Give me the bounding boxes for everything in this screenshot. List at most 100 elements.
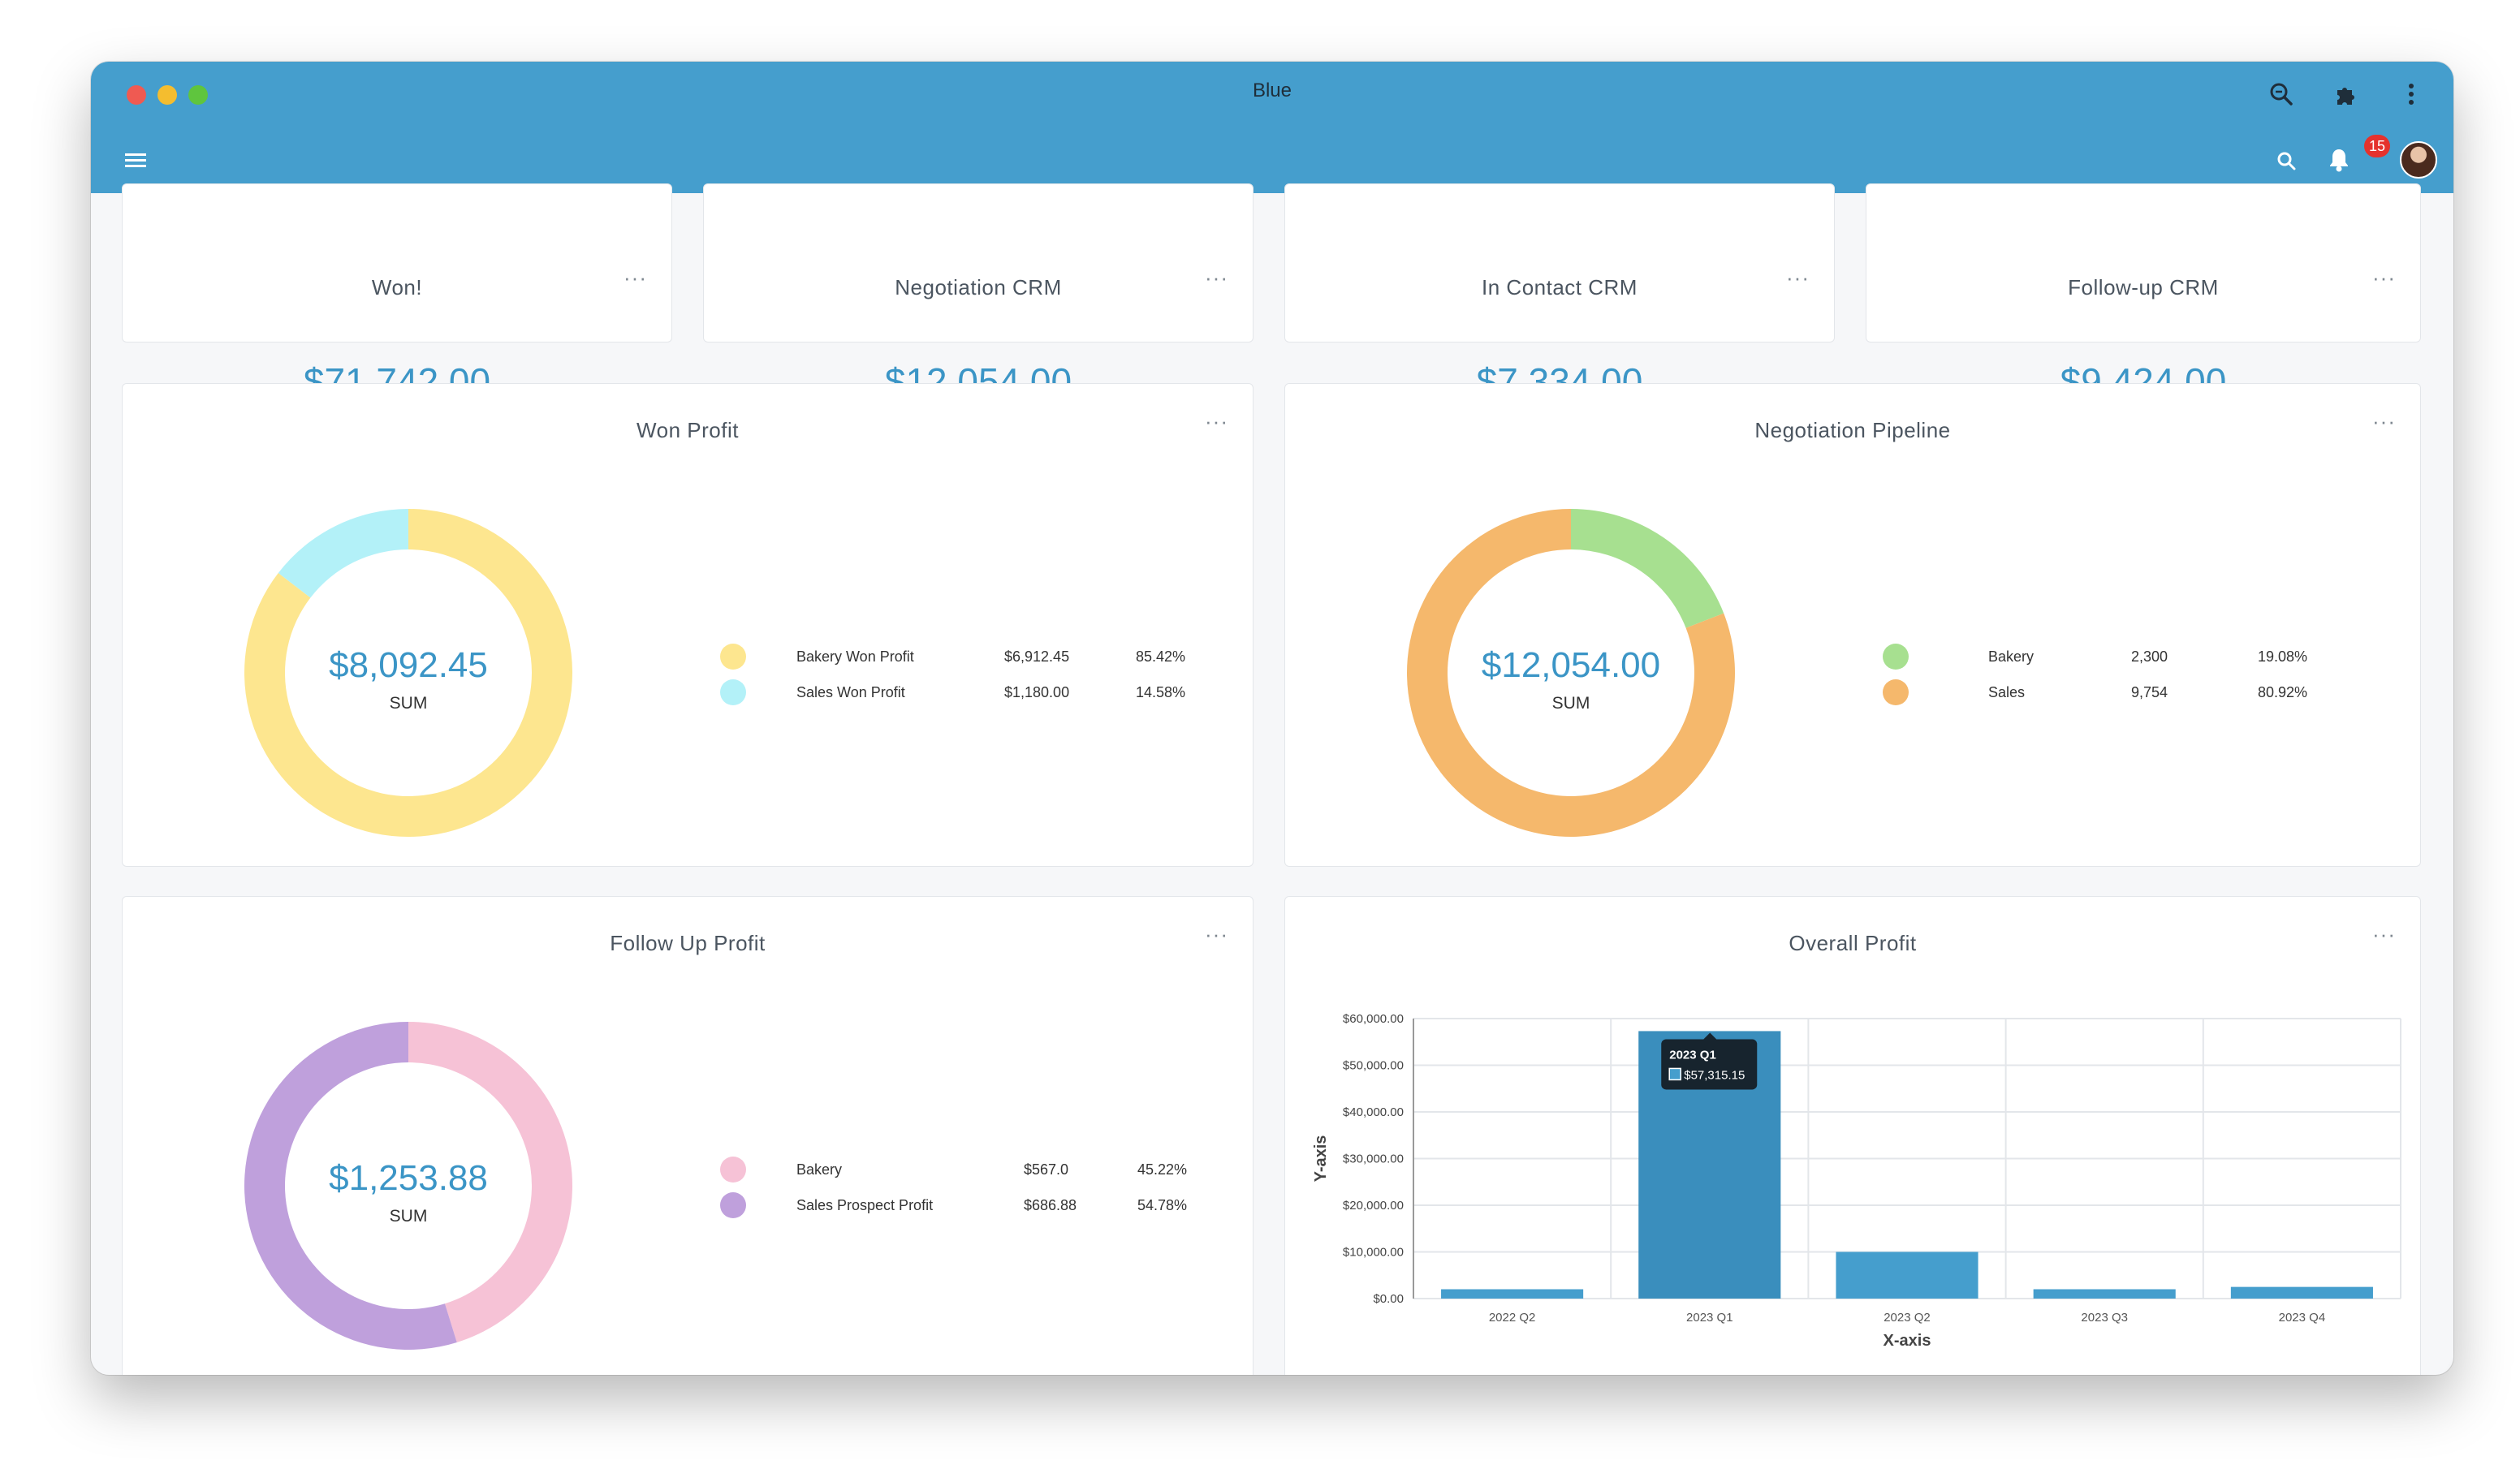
notifications-bell-icon[interactable]	[2325, 146, 2353, 174]
donut-segment[interactable]	[278, 509, 408, 598]
card-menu-icon[interactable]: ···	[2372, 922, 2396, 946]
legend-swatch	[1883, 679, 1909, 705]
legend-row: Sales 9,754 80.92%	[1883, 679, 2370, 709]
card-menu-icon[interactable]: ···	[2372, 409, 2396, 433]
tooltip-box	[1661, 1039, 1758, 1090]
stat-card-title: Won!	[371, 275, 423, 299]
extensions-icon[interactable]	[2330, 78, 2362, 110]
y-tick-label: $0.00	[1373, 1292, 1404, 1306]
card-menu-icon[interactable]: ···	[624, 265, 647, 290]
donut-segment[interactable]	[1571, 509, 1724, 628]
follow-up-profit-donut	[244, 1022, 572, 1350]
legend-value: $6,912.45	[1004, 648, 1070, 665]
stat-card-won: Won! ··· $71,742.00	[122, 183, 672, 403]
donut-center-value: $12,054.00	[1481, 645, 1661, 685]
legend-swatch	[720, 679, 746, 705]
app-bar	[91, 127, 2453, 193]
legend-row: Bakery Won Profit $6,912.45 85.42%	[720, 644, 1207, 673]
negotiation-pipeline-donut	[1407, 509, 1735, 837]
legend-label: Sales Won Profit	[796, 684, 905, 700]
card-menu-icon[interactable]: ···	[1205, 922, 1228, 946]
donut-center: $1,253.88 SUM	[287, 1158, 530, 1226]
stat-card-in-contact: In Contact CRM ··· $7,334.00	[1284, 183, 1835, 403]
zoom-icon[interactable]	[2265, 78, 2298, 110]
card-menu-icon[interactable]: ···	[1786, 265, 1810, 290]
legend-percent: 54.78%	[1137, 1197, 1188, 1213]
follow-up-profit-card: Follow Up Profit ··· $1,253.88 SUM Baker…	[122, 896, 1254, 1375]
y-tick-label: $40,000.00	[1343, 1105, 1404, 1119]
x-tick-label: 2022 Q2	[1489, 1311, 1536, 1325]
notification-count-badge: 15	[2364, 135, 2390, 157]
stat-card-follow-up: Follow-up CRM ··· $9,424.00	[1866, 183, 2421, 403]
donut-segment[interactable]	[408, 1022, 572, 1342]
legend-label: Sales	[1988, 684, 2026, 700]
tooltip-arrow	[1703, 1032, 1717, 1040]
legend-value: $686.88	[1024, 1197, 1077, 1213]
overall-profit-card: Overall Profit ··· $0.00 $10,000.00 $20,00…	[1284, 896, 2421, 1375]
donut-center-label: SUM	[389, 1207, 428, 1226]
card-menu-icon[interactable]: ···	[2372, 265, 2396, 290]
legend-label: Bakery	[1988, 648, 2035, 665]
legend-value: 9,754	[2131, 684, 2168, 700]
y-tick-label: $60,000.00	[1343, 1012, 1404, 1026]
hamburger-menu-icon[interactable]	[123, 148, 148, 172]
donut-center-label: SUM	[389, 694, 428, 713]
won-profit-card: Won Profit ··· $8,092.45 SUM Bakery Won …	[122, 383, 1254, 867]
close-window-button[interactable]	[127, 85, 146, 105]
donut-segment[interactable]	[244, 1022, 457, 1350]
x-tick-label: 2023 Q2	[1884, 1311, 1931, 1325]
legend-percent: 19.08%	[2258, 648, 2308, 665]
card-title: Follow Up Profit	[610, 931, 766, 955]
legend-value: 2,300	[2131, 648, 2168, 665]
overall-profit-bar-chart: $0.00 $10,000.00 $20,000.00 $30,000.00 $40,0…	[1312, 1012, 2401, 1350]
zoom-window-button[interactable]	[188, 85, 208, 105]
stat-card-negotiation: Negotiation CRM ··· $12,054.00	[703, 183, 1254, 403]
card-menu-icon[interactable]: ···	[1205, 409, 1228, 433]
bar[interactable]	[2230, 1286, 2373, 1299]
legend-percent: 80.92%	[2258, 684, 2308, 700]
window-title: Blue	[1252, 80, 1292, 101]
legend-label: Bakery Won Profit	[796, 648, 914, 665]
bar[interactable]	[1441, 1289, 1584, 1299]
y-tick-label: $10,000.00	[1343, 1246, 1404, 1260]
more-menu-icon[interactable]	[2395, 78, 2427, 110]
legend-row: Bakery 2,300 19.08%	[1883, 644, 2370, 673]
tooltip-value: $57,315.15	[1684, 1068, 1745, 1082]
bar[interactable]	[2033, 1289, 2176, 1299]
tooltip-title: 2023 Q1	[1669, 1048, 1716, 1062]
legend-swatch	[720, 644, 746, 670]
legend-percent: 85.42%	[1136, 648, 1186, 665]
legend-swatch	[1883, 644, 1909, 670]
legend-swatch	[720, 1192, 746, 1218]
donut-center: $8,092.45 SUM	[287, 645, 530, 713]
card-title: Overall Profit	[1789, 931, 1917, 955]
minimize-window-button[interactable]	[158, 85, 177, 105]
legend-row: Sales Won Profit $1,180.00 14.58%	[720, 679, 1207, 709]
app-window: Blue 15 Won! ··· $71,742.00 Negotiation …	[91, 62, 2453, 1375]
stat-card-title: In Contact CRM	[1482, 275, 1638, 299]
title-bar: Blue	[91, 62, 2453, 127]
legend-label: Bakery	[796, 1161, 843, 1178]
legend-percent: 45.22%	[1137, 1161, 1188, 1178]
donut-center-label: SUM	[1551, 694, 1590, 713]
x-axis-label: X-axis	[1884, 1332, 1931, 1350]
card-menu-icon[interactable]: ···	[1205, 265, 1228, 290]
legend-percent: 14.58%	[1136, 684, 1186, 700]
search-icon[interactable]	[2273, 148, 2299, 174]
y-axis-label: Y-axis	[1312, 1135, 1330, 1183]
legend-value: $1,180.00	[1004, 684, 1070, 700]
donut-center-value: $8,092.45	[329, 645, 488, 685]
help-button[interactable]: ?	[2452, 1355, 2453, 1375]
x-tick-label: 2023 Q4	[2279, 1311, 2326, 1325]
x-tick-label: 2023 Q1	[1686, 1311, 1733, 1325]
legend-label: Sales Prospect Profit	[796, 1197, 934, 1213]
y-tick-label: $50,000.00	[1343, 1059, 1404, 1073]
donut-center-value: $1,253.88	[329, 1158, 488, 1198]
card-title: Negotiation Pipeline	[1754, 418, 1951, 442]
card-title: Won Profit	[636, 418, 739, 442]
bar[interactable]	[1836, 1252, 1978, 1299]
legend-row: Bakery $567.0 45.22%	[720, 1157, 1207, 1186]
user-avatar[interactable]	[2400, 141, 2437, 179]
legend-swatch	[720, 1157, 746, 1183]
donut-center: $12,054.00 SUM	[1449, 645, 1693, 713]
